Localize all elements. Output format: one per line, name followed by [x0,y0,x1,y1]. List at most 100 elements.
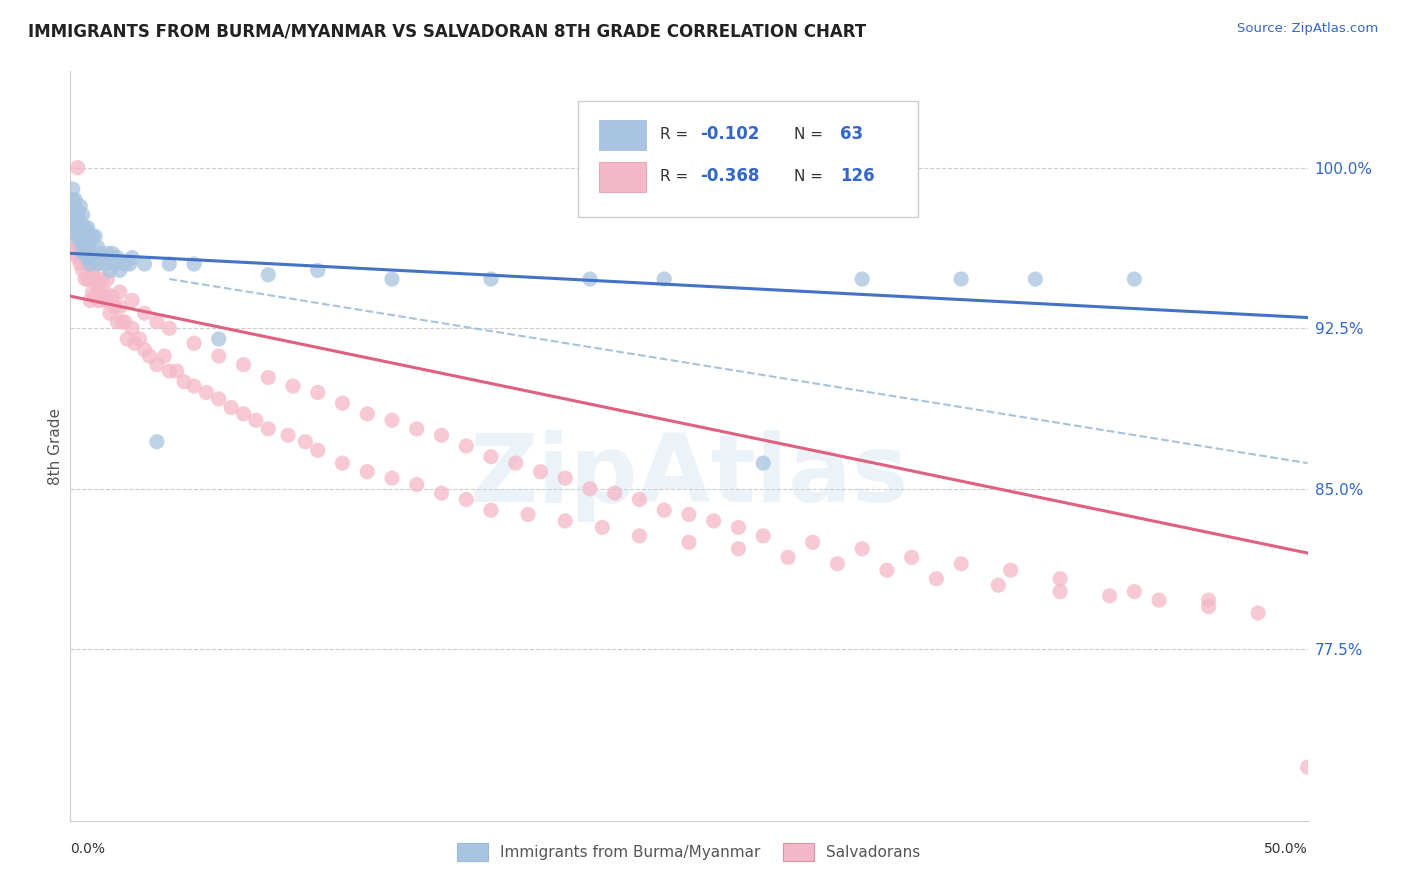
Point [72,246,94,260]
Point [124,336,146,351]
Point [72,235,94,250]
Point [66,208,89,222]
Point [277,428,299,442]
Point [851,272,873,286]
Point [1198,593,1220,607]
Text: -0.368: -0.368 [700,168,759,186]
Point [79,235,101,250]
Point [79,272,101,286]
Text: N =: N = [794,169,828,184]
Point [66,203,89,218]
Point [94,285,117,299]
Point [456,492,478,507]
Point [430,486,453,500]
Point [219,401,242,415]
Text: N =: N = [794,127,828,142]
Point [118,257,141,271]
Point [157,321,180,335]
Point [752,456,775,470]
Point [72,208,94,222]
Point [62,225,84,239]
Point [950,272,973,286]
Legend: Immigrants from Burma/Myanmar, Salvadorans: Immigrants from Burma/Myanmar, Salvadora… [451,837,927,867]
Point [69,225,91,239]
Point [108,300,131,314]
Point [111,315,134,329]
Point [79,257,101,271]
Point [66,229,89,244]
Point [381,272,404,286]
Point [294,434,316,449]
Point [66,229,89,244]
Point [75,229,97,244]
Point [703,514,725,528]
Text: 50.0%: 50.0% [1264,842,1308,856]
Point [208,332,231,346]
Point [82,251,104,265]
Point [75,220,97,235]
Point [183,379,205,393]
Point [69,257,91,271]
Point [1123,584,1146,599]
Point [91,251,114,265]
Point [652,272,675,286]
Point [86,293,108,308]
Point [146,434,169,449]
Point [62,235,84,250]
Point [84,229,107,244]
Point [62,182,84,196]
Point [950,557,973,571]
Point [89,285,111,299]
Point [603,486,626,500]
Point [257,422,280,436]
Point [146,315,169,329]
Point [727,520,749,534]
Point [517,508,540,522]
Point [157,257,180,271]
Point [307,263,329,277]
Point [82,285,104,299]
Point [128,332,150,346]
Point [86,257,108,271]
Point [405,422,427,436]
Point [76,272,98,286]
Point [356,465,378,479]
Point [678,508,700,522]
Point [1049,584,1071,599]
Point [96,246,118,260]
Point [72,263,94,277]
Point [65,214,87,228]
Point [105,315,128,329]
Point [75,251,97,265]
Point [69,246,91,260]
Point [65,193,87,207]
Point [79,246,101,260]
Point [1024,272,1046,286]
Point [66,235,89,250]
Point [66,220,89,235]
Point [96,272,118,286]
Point [66,161,89,175]
Point [91,293,114,308]
Point [146,358,169,372]
Point [75,272,97,286]
Point [405,477,427,491]
Point [66,214,89,228]
Point [430,428,453,442]
Point [69,199,91,213]
Point [456,439,478,453]
Point [94,257,117,271]
Point [65,225,87,239]
Point [98,263,121,277]
Point [79,293,101,308]
Point [76,235,98,250]
Point [76,251,98,265]
Point [104,257,127,271]
Point [1049,572,1071,586]
Point [96,293,118,308]
Point [134,257,156,271]
Point [183,336,205,351]
Point [1247,606,1270,620]
Point [208,349,231,363]
Point [652,503,675,517]
